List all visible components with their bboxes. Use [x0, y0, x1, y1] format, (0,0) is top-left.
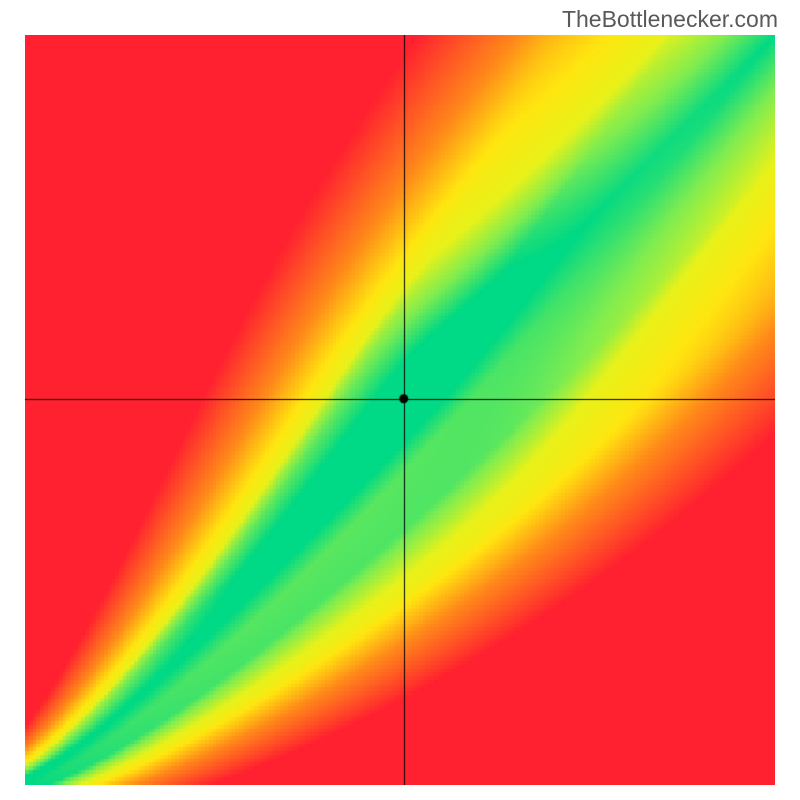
- bottleneck-heatmap: [25, 35, 775, 785]
- watermark-text: TheBottlenecker.com: [562, 6, 778, 33]
- chart-container: TheBottlenecker.com: [0, 0, 800, 800]
